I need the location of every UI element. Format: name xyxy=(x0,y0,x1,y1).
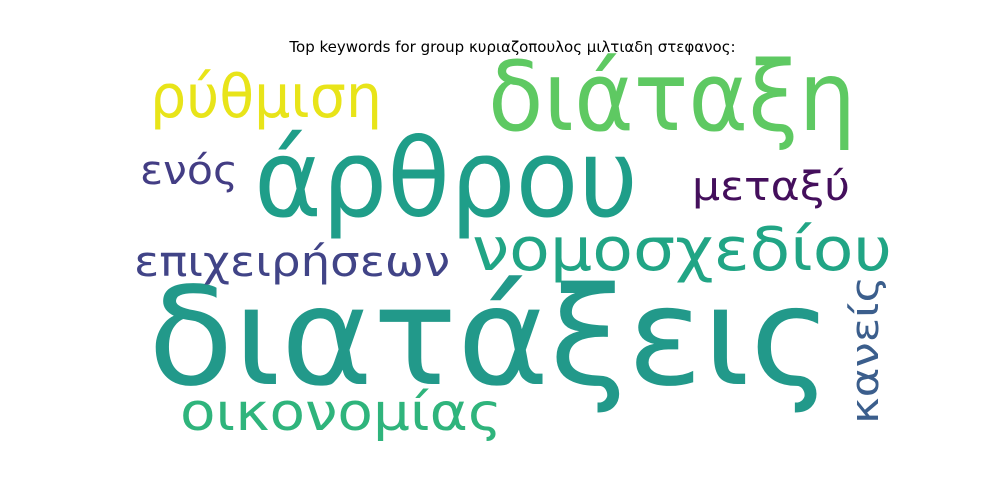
word-rythmisi: ρύθμιση xyxy=(150,62,382,132)
word-oikonomias: οικονομίας xyxy=(180,383,502,443)
word-arthrou: άρθρου xyxy=(254,117,638,242)
chart-title: Top keywords for group κυριαζοπουλος μιλ… xyxy=(289,38,736,56)
word-metaksy: μεταξύ xyxy=(692,164,850,210)
word-enos: ενός xyxy=(140,148,238,194)
word-epixeiriseon: επιχειρήσεων xyxy=(134,237,450,286)
word-nomosxediou: νομοσχεδίου xyxy=(472,215,892,285)
word-diataksi: διάταξη xyxy=(488,41,856,153)
word-diatakseis: διατάξεις xyxy=(148,259,832,417)
word-kaneis: κανείς xyxy=(843,276,887,424)
